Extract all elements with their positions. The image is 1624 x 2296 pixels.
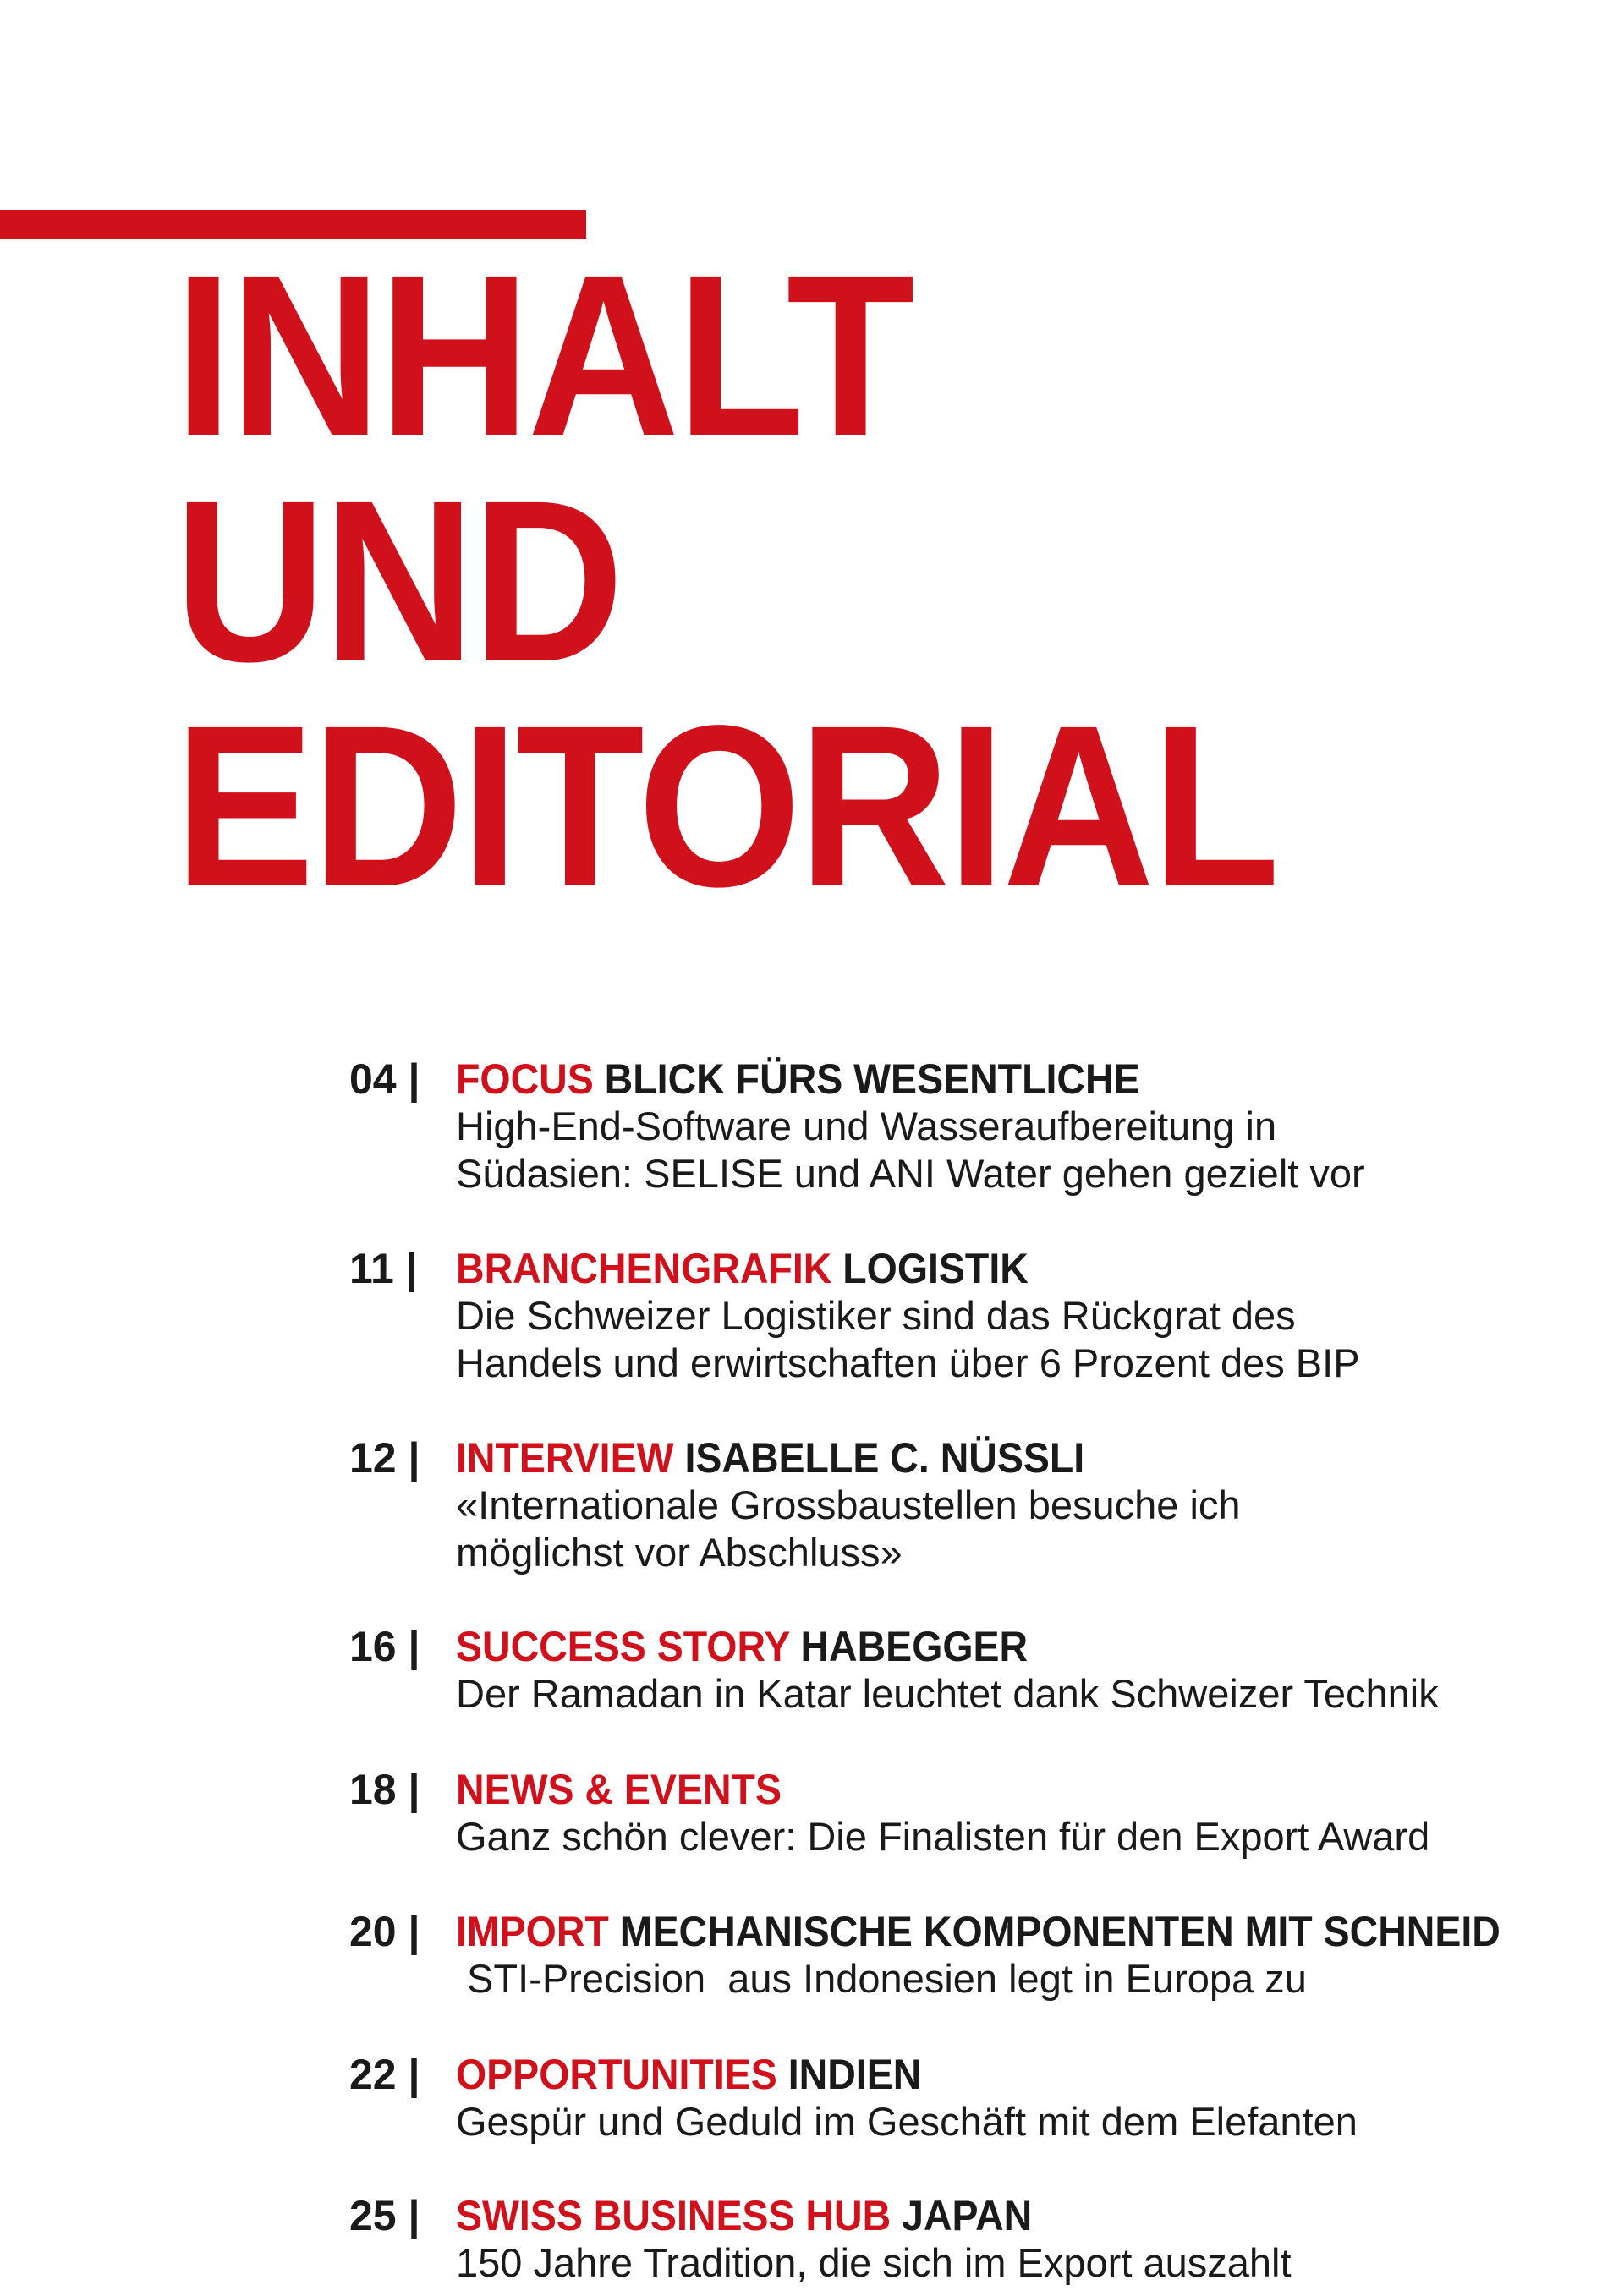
page-number: 18 | xyxy=(349,1766,420,1813)
toc-description-line: Der Ramadan in Katar leuchtet dank Schwe… xyxy=(456,1671,1439,1716)
toc-category: FOCUS xyxy=(456,1055,594,1103)
page-number: 16 | xyxy=(349,1623,420,1670)
toc-description-line: 150 Jahre Tradition, die sich im Export … xyxy=(456,2240,1292,2285)
toc-description-line: Gespür und Geduld im Geschäft mit dem El… xyxy=(456,2099,1358,2144)
toc-description-line: Handels und erwirtschaften über 6 Prozen… xyxy=(456,1340,1360,1385)
page-number: 25 | xyxy=(349,2192,420,2239)
toc-topic: MECHANISCHE KOMPONENTEN MIT SCHNEID xyxy=(619,1908,1501,1955)
toc-description-line: Ganz schön clever: Die Finalisten für de… xyxy=(456,1814,1430,1859)
page-number: 12 | xyxy=(349,1434,420,1482)
toc-entry-body: IMPORT MECHANISCHE KOMPONENTEN MIT SCHNE… xyxy=(456,1908,1606,2003)
toc-category: IMPORT xyxy=(456,1908,609,1955)
toc-heading: BRANCHENGRAFIK LOGISTIK xyxy=(456,1245,1526,1292)
toc-description-line: STI-Precision aus Indonesien legt in Eur… xyxy=(456,1956,1307,2001)
page-number: 04 | xyxy=(349,1055,420,1103)
toc-heading: OPPORTUNITIES INDIEN xyxy=(456,2051,1526,2098)
page-number: 22 | xyxy=(349,2051,420,2098)
toc-description-line: Südasien: SELISE und ANI Water gehen gez… xyxy=(456,1151,1365,1196)
toc-category: SWISS BUSINESS HUB xyxy=(456,2192,892,2239)
toc-description-line: «Internationale Grossbaustellen besuche … xyxy=(456,1482,1241,1527)
page-title-line-1: INHALT xyxy=(174,227,915,484)
page-number: 20 | xyxy=(349,1908,420,1955)
toc-category: SUCCESS STORY xyxy=(456,1623,790,1670)
toc-description-line: High-End-Software und Wasseraufbereitung… xyxy=(456,1104,1277,1148)
toc-entry-body: BRANCHENGRAFIK LOGISTIK Die Schweizer Log… xyxy=(456,1245,1606,1387)
toc-entry-body: INTERVIEW ISABELLE C. NÜSSLI «Internation… xyxy=(456,1434,1606,1576)
toc-entry-body: FOCUS BLICK FÜRS WESENTLICHE High-End-Sof… xyxy=(456,1055,1606,1197)
toc-heading: IMPORT MECHANISCHE KOMPONENTEN MIT SCHNE… xyxy=(456,1908,1526,1955)
toc-entry-body: NEWS & EVENTS Ganz schön clever: Die Fin… xyxy=(456,1766,1606,1860)
toc-entry-body: OPPORTUNITIES INDIEN Gespür und Geduld im… xyxy=(456,2051,1606,2145)
toc-category: NEWS & EVENTS xyxy=(456,1766,782,1813)
toc-topic: BLICK FÜRS WESENTLICHE xyxy=(604,1055,1140,1103)
page-number: 11 | xyxy=(349,1245,418,1292)
toc-heading: SWISS BUSINESS HUB JAPAN xyxy=(456,2192,1526,2239)
toc-entry-body: SWISS BUSINESS HUB JAPAN 150 Jahre Tradit… xyxy=(456,2192,1606,2287)
toc-heading: INTERVIEW ISABELLE C. NÜSSLI xyxy=(456,1434,1526,1482)
toc-heading: SUCCESS STORY HABEGGER xyxy=(456,1623,1526,1670)
page-title-line-2: UND xyxy=(174,452,624,710)
toc-entry-body: SUCCESS STORY HABEGGER Der Ramadan in Kat… xyxy=(456,1623,1606,1718)
toc-topic: JAPAN xyxy=(902,2192,1033,2239)
toc-category: BRANCHENGRAFIK xyxy=(456,1245,832,1292)
toc-description-line: Die Schweizer Logistiker sind das Rückgr… xyxy=(456,1293,1296,1338)
toc-heading: NEWS & EVENTS xyxy=(456,1766,1526,1813)
toc-topic: LOGISTIK xyxy=(842,1245,1029,1292)
red-accent-bar xyxy=(0,210,586,239)
toc-topic: INDIEN xyxy=(787,2051,922,2098)
toc-category: OPPORTUNITIES xyxy=(456,2051,777,2098)
toc-topic: HABEGGER xyxy=(800,1623,1029,1670)
page-title-line-3: EDITORIAL xyxy=(174,677,1280,934)
toc-heading: FOCUS BLICK FÜRS WESENTLICHE xyxy=(456,1055,1526,1103)
toc-topic: ISABELLE C. NÜSSLI xyxy=(684,1434,1085,1482)
toc-description-line: möglichst vor Abschluss» xyxy=(456,1530,903,1575)
toc-category: INTERVIEW xyxy=(456,1434,674,1482)
